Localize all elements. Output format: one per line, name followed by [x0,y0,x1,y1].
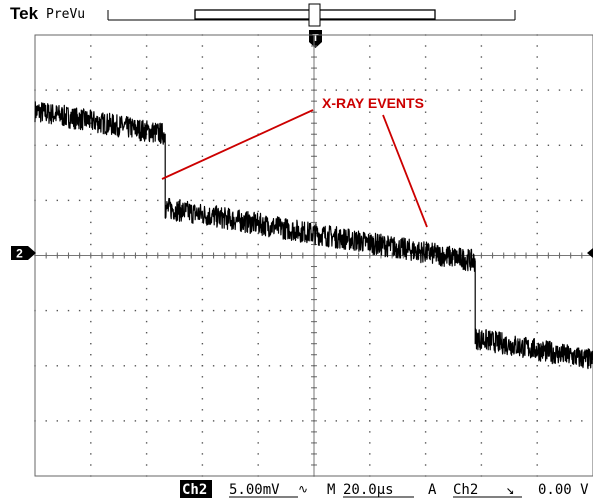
record-position-bar [107,3,516,27]
channel-marker-label: 2 [16,247,23,261]
trigger-source: Ch2 [453,482,478,498]
channel-label: Ch2 [182,482,207,498]
graticule-border [34,34,593,477]
brand-label: Tek [10,4,39,23]
graticule [34,34,593,477]
timebase-value: 20.0µs [343,482,394,498]
status-bar: Ch2 5.00mV ∿ M 20.0µs A Ch2 ↘ 0.00 V [180,480,589,498]
ch2-waveform-trace [34,101,593,370]
trigger-level-arrow [587,248,593,258]
vertical-scale: 5.00mV [229,482,280,498]
trigger-mode: A [428,482,437,498]
acquisition-mode-label: PreVu [46,7,85,22]
channel-badge [180,480,212,498]
trigger-level: 0.00 V [538,482,589,498]
x-ray-events-annotation: X-RAY EVENTS [161,95,428,228]
trigger-position-marker: T [309,30,322,48]
annotation-pointer-right [382,114,428,228]
annotation-pointer-left [161,109,314,180]
trigger-marker-letter: T [312,33,318,44]
annotation-label: X-RAY EVENTS [322,95,424,111]
coupling-icon: ∿ [298,482,308,496]
timebase-prefix: M [327,482,335,498]
ch2-ground-marker: 2 [11,246,36,261]
trigger-slope-icon: ↘ [506,482,514,498]
